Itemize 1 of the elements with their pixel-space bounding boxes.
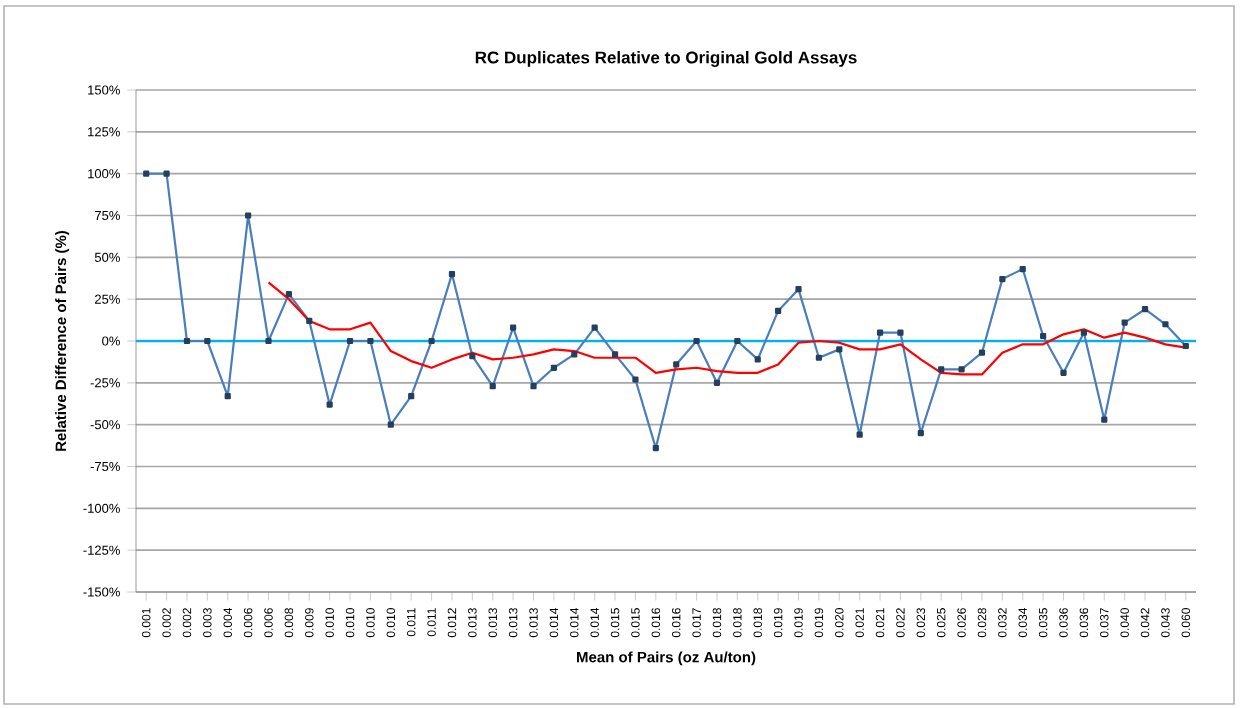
chart-title: RC Duplicates Relative to Original Gold Assays [475,51,857,67]
